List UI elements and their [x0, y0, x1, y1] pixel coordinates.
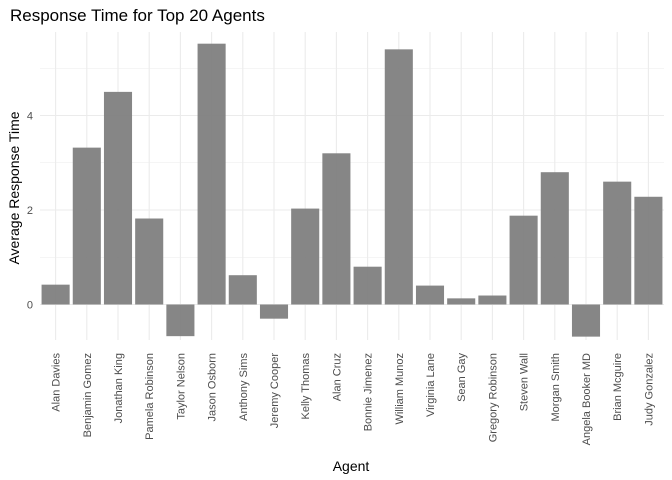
bar [322, 153, 351, 305]
x-tick-label: Jonathan King [113, 353, 125, 423]
x-tick-label: Jason Osborn [207, 353, 219, 421]
x-tick-label: Jeremy Cooper [269, 353, 281, 429]
x-tick-label: Kelly Thomas [300, 353, 312, 420]
x-axis-title: Agent [333, 458, 370, 474]
x-tick-label: Bonnie Jimenez [363, 353, 375, 431]
x-tick-label: Brian Mcguire [612, 353, 624, 421]
bar [228, 275, 257, 305]
x-tick-label: William Munoz [394, 353, 406, 425]
x-tick-label: Pamela Robinson [144, 353, 156, 440]
bar [603, 181, 632, 305]
bar [166, 304, 195, 337]
x-tick-label: Gregory Robinson [487, 353, 499, 442]
bar [447, 298, 476, 305]
bar [634, 196, 663, 305]
y-tick-label: 4 [27, 111, 33, 123]
bars [41, 43, 663, 337]
x-tick-label: Steven Wall [519, 353, 531, 411]
bar [571, 304, 601, 337]
chart-title: Response Time for Top 20 Agents [10, 6, 265, 25]
bar [478, 295, 507, 305]
bar [197, 43, 226, 305]
bar [103, 91, 133, 305]
bar [72, 147, 101, 305]
x-tick-label: Angela Booker MD [581, 353, 593, 445]
x-tick-label: Benjamin Gomez [82, 353, 94, 437]
x-tick-label: Virginia Lane [425, 353, 437, 417]
bar [384, 49, 413, 305]
y-axis-title: Average Response Time [6, 111, 22, 264]
x-tick-label: Alan Davies [51, 353, 63, 412]
bar [540, 172, 569, 305]
y-tick-label: 0 [27, 300, 33, 312]
x-axis-ticks: Alan Davies Benjamin Gomez Jonathan King Pa… [51, 353, 656, 446]
grid [40, 32, 664, 340]
y-tick-label: 2 [27, 205, 33, 217]
y-axis-ticks: 0 2 4 [27, 111, 33, 312]
x-tick-label: Judy Gonzalez [643, 353, 655, 426]
bar [415, 285, 445, 305]
bar [41, 284, 70, 305]
bar [259, 304, 289, 319]
x-tick-label: Taylor Nelson [175, 353, 187, 420]
x-tick-label: Sean Gay [456, 353, 468, 402]
x-tick-label: Morgan Smith [550, 353, 562, 421]
x-tick-label: Anthony Sims [238, 353, 250, 421]
bar [353, 266, 382, 305]
x-tick-label: Alan Cruz [331, 353, 343, 401]
bar [291, 208, 320, 305]
bar [135, 218, 164, 305]
bar [509, 215, 538, 305]
